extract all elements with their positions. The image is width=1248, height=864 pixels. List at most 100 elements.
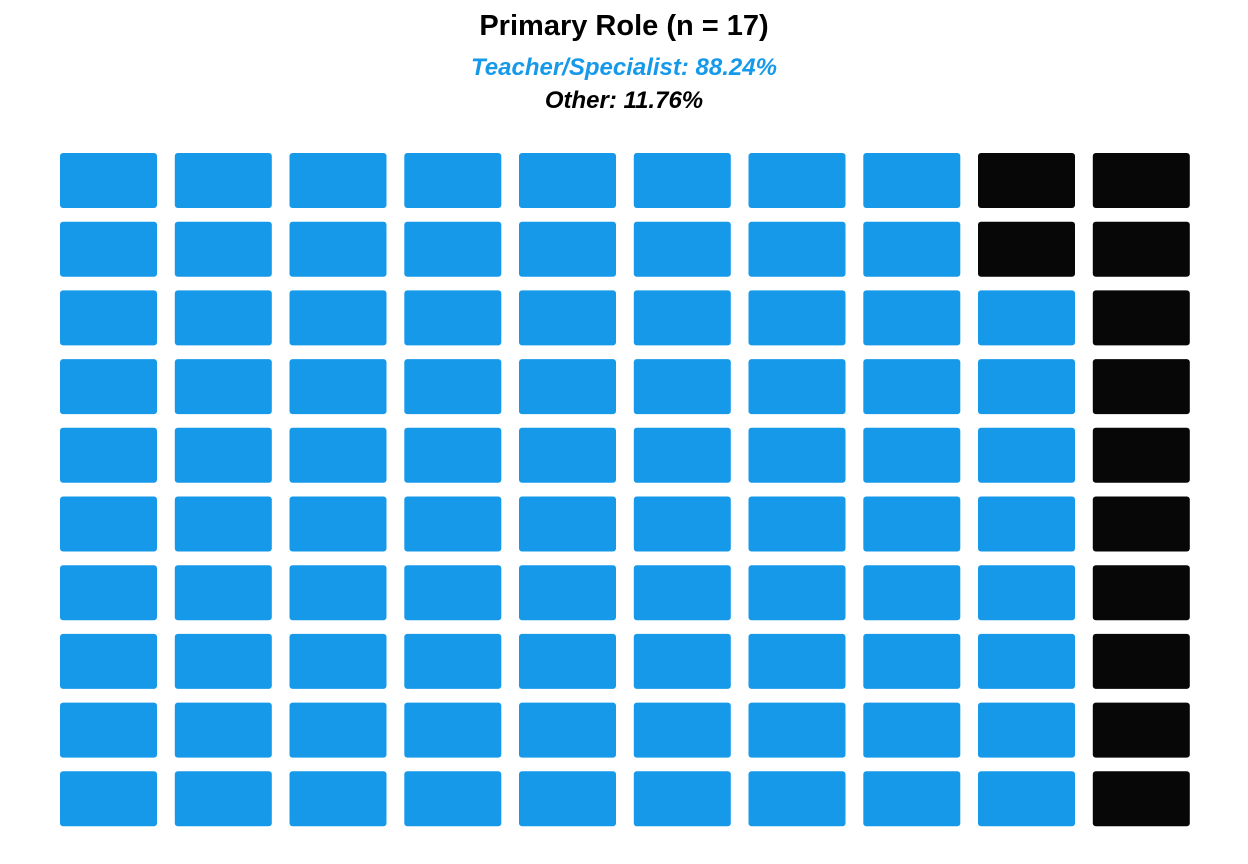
waffle-cell-other bbox=[1092, 633, 1190, 689]
waffle-cell-teacher-specialist bbox=[748, 290, 846, 346]
waffle-cell-teacher-specialist bbox=[633, 702, 731, 758]
waffle-cell-teacher-specialist bbox=[748, 221, 846, 277]
waffle-cell-teacher-specialist bbox=[519, 496, 616, 552]
waffle-cell-teacher-specialist bbox=[174, 771, 272, 827]
waffle-cell-teacher-specialist bbox=[289, 565, 387, 621]
waffle-cell-teacher-specialist bbox=[633, 290, 731, 346]
waffle-cell-teacher-specialist bbox=[633, 633, 731, 689]
waffle-cell-teacher-specialist bbox=[404, 221, 502, 277]
waffle-cell-teacher-specialist bbox=[60, 290, 157, 346]
waffle-cell-other bbox=[1092, 771, 1190, 827]
waffle-cell-teacher-specialist bbox=[863, 771, 961, 827]
waffle-cell-teacher-specialist bbox=[978, 427, 1075, 483]
waffle-cell-teacher-specialist bbox=[174, 496, 272, 552]
waffle-cell-teacher-specialist bbox=[633, 771, 731, 827]
waffle-cell-teacher-specialist bbox=[60, 427, 157, 483]
waffle-cell-teacher-specialist bbox=[404, 359, 502, 415]
waffle-cell-teacher-specialist bbox=[748, 427, 846, 483]
legend-other: Other: 11.76% bbox=[544, 87, 704, 114]
waffle-cell-teacher-specialist bbox=[633, 221, 731, 277]
waffle-cell-teacher-specialist bbox=[60, 496, 157, 552]
waffle-cell-teacher-specialist bbox=[519, 565, 616, 621]
waffle-cell-teacher-specialist bbox=[863, 221, 961, 277]
waffle-cell-teacher-specialist bbox=[519, 633, 616, 689]
waffle-cell-teacher-specialist bbox=[174, 427, 272, 483]
waffle-cell-teacher-specialist bbox=[60, 771, 157, 827]
waffle-cell-teacher-specialist bbox=[60, 359, 157, 415]
waffle-cell-teacher-specialist bbox=[519, 290, 616, 346]
waffle-cell-teacher-specialist bbox=[60, 153, 157, 208]
waffle-cell-other bbox=[1092, 359, 1190, 415]
waffle-cell-teacher-specialist bbox=[289, 221, 387, 277]
waffle-cell-teacher-specialist bbox=[748, 702, 846, 758]
waffle-cell-teacher-specialist bbox=[174, 633, 272, 689]
waffle-cell-teacher-specialist bbox=[174, 702, 272, 758]
waffle-cell-teacher-specialist bbox=[404, 633, 502, 689]
waffle-cell-teacher-specialist bbox=[60, 633, 157, 689]
waffle-cell-teacher-specialist bbox=[748, 565, 846, 621]
waffle-cell-teacher-specialist bbox=[748, 359, 846, 415]
waffle-cell-teacher-specialist bbox=[863, 153, 961, 208]
waffle-cell-teacher-specialist bbox=[978, 565, 1075, 621]
waffle-cell-teacher-specialist bbox=[978, 771, 1075, 827]
waffle-cell-teacher-specialist bbox=[404, 702, 502, 758]
waffle-cell-teacher-specialist bbox=[633, 153, 731, 208]
waffle-cell-teacher-specialist bbox=[519, 427, 616, 483]
waffle-cell-teacher-specialist bbox=[863, 427, 961, 483]
waffle-cell-teacher-specialist bbox=[289, 153, 387, 208]
waffle-cell-teacher-specialist bbox=[863, 633, 961, 689]
waffle-cell-teacher-specialist bbox=[60, 221, 157, 277]
waffle-cell-teacher-specialist bbox=[174, 221, 272, 277]
waffle-cell-teacher-specialist bbox=[863, 290, 961, 346]
waffle-cell-other bbox=[1092, 496, 1190, 552]
waffle-cell-teacher-specialist bbox=[748, 153, 846, 208]
waffle-cell-teacher-specialist bbox=[404, 153, 502, 208]
waffle-cell-teacher-specialist bbox=[174, 359, 272, 415]
waffle-cell-teacher-specialist bbox=[289, 633, 387, 689]
waffle-cell-teacher-specialist bbox=[60, 702, 157, 758]
waffle-cell-teacher-specialist bbox=[519, 153, 616, 208]
waffle-cell-teacher-specialist bbox=[519, 359, 616, 415]
waffle-cell-teacher-specialist bbox=[633, 565, 731, 621]
waffle-cell-other bbox=[978, 153, 1075, 208]
waffle-cell-other bbox=[1092, 565, 1190, 621]
waffle-cell-teacher-specialist bbox=[174, 290, 272, 346]
waffle-cell-teacher-specialist bbox=[289, 496, 387, 552]
waffle-cell-teacher-specialist bbox=[748, 633, 846, 689]
waffle-cell-other bbox=[1092, 290, 1190, 346]
waffle-cell-other bbox=[978, 221, 1075, 277]
waffle-cell-other bbox=[1092, 153, 1190, 208]
waffle-cell-teacher-specialist bbox=[863, 702, 961, 758]
waffle-cell-teacher-specialist bbox=[633, 496, 731, 552]
waffle-cell-other bbox=[1092, 702, 1190, 758]
waffle-cell-teacher-specialist bbox=[748, 496, 846, 552]
waffle-cell-teacher-specialist bbox=[289, 771, 387, 827]
waffle-cell-teacher-specialist bbox=[978, 702, 1075, 758]
waffle-cell-teacher-specialist bbox=[748, 771, 846, 827]
waffle-cell-teacher-specialist bbox=[60, 565, 157, 621]
waffle-cell-teacher-specialist bbox=[404, 290, 502, 346]
waffle-cell-teacher-specialist bbox=[404, 565, 502, 621]
waffle-cell-teacher-specialist bbox=[289, 427, 387, 483]
waffle-cell-teacher-specialist bbox=[519, 221, 616, 277]
waffle-cell-teacher-specialist bbox=[633, 359, 731, 415]
waffle-cell-teacher-specialist bbox=[404, 427, 502, 483]
waffle-cell-teacher-specialist bbox=[863, 496, 961, 552]
chart-title: Primary Role (n = 17) bbox=[479, 10, 769, 42]
waffle-cell-teacher-specialist bbox=[519, 702, 616, 758]
waffle-cell-teacher-specialist bbox=[404, 771, 502, 827]
waffle-cell-teacher-specialist bbox=[863, 565, 961, 621]
waffle-cell-teacher-specialist bbox=[863, 359, 961, 415]
waffle-cell-teacher-specialist bbox=[174, 153, 272, 208]
waffle-cell-teacher-specialist bbox=[404, 496, 502, 552]
waffle-cell-teacher-specialist bbox=[519, 771, 616, 827]
waffle-cell-teacher-specialist bbox=[289, 290, 387, 346]
waffle-cell-teacher-specialist bbox=[978, 290, 1075, 346]
waffle-cell-teacher-specialist bbox=[289, 359, 387, 415]
waffle-cell-teacher-specialist bbox=[174, 565, 272, 621]
legend-teacher-specialist: Teacher/Specialist: 88.24% bbox=[471, 54, 777, 81]
waffle-cell-other bbox=[1092, 221, 1190, 277]
waffle-cell-teacher-specialist bbox=[978, 496, 1075, 552]
waffle-cell-teacher-specialist bbox=[633, 427, 731, 483]
